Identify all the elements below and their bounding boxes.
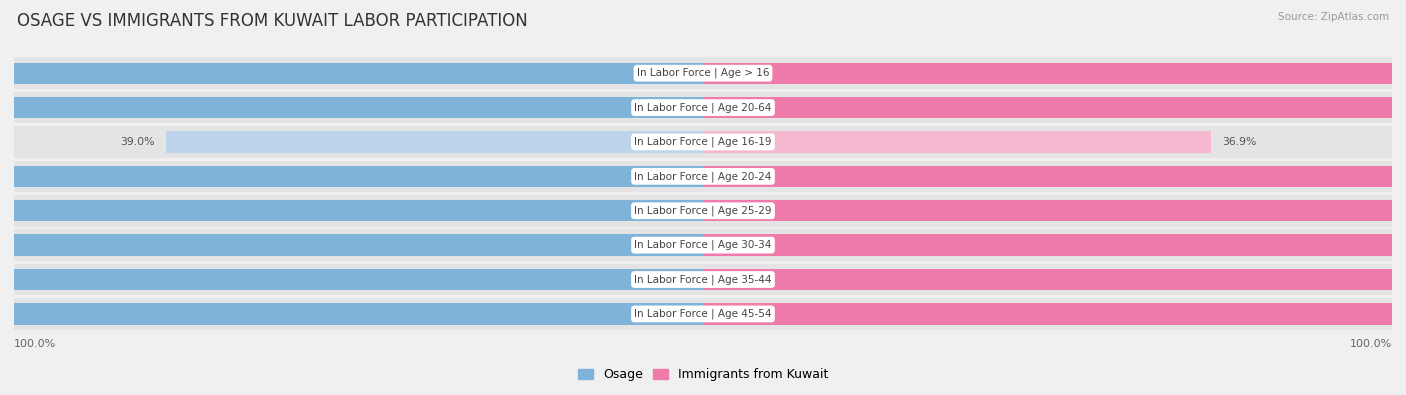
- Text: In Labor Force | Age 35-44: In Labor Force | Age 35-44: [634, 274, 772, 285]
- Bar: [14, 160, 1392, 192]
- Bar: [14, 298, 1392, 330]
- Bar: [703, 97, 1406, 118]
- Bar: [703, 269, 1406, 290]
- Text: In Labor Force | Age 30-34: In Labor Force | Age 30-34: [634, 240, 772, 250]
- Bar: [14, 264, 1392, 295]
- Bar: [0, 200, 703, 222]
- Text: In Labor Force | Age 25-29: In Labor Force | Age 25-29: [634, 205, 772, 216]
- Text: 100.0%: 100.0%: [1350, 339, 1392, 349]
- Bar: [14, 92, 1392, 123]
- Bar: [0, 166, 703, 187]
- Bar: [703, 303, 1406, 325]
- Text: Source: ZipAtlas.com: Source: ZipAtlas.com: [1278, 12, 1389, 22]
- Text: In Labor Force | Age 16-19: In Labor Force | Age 16-19: [634, 137, 772, 147]
- Text: 36.9%: 36.9%: [1222, 137, 1257, 147]
- Bar: [703, 166, 1406, 187]
- Bar: [703, 131, 1212, 152]
- Bar: [0, 269, 703, 290]
- Bar: [14, 126, 1392, 158]
- Text: 39.0%: 39.0%: [120, 137, 155, 147]
- Bar: [703, 62, 1406, 84]
- Bar: [0, 235, 703, 256]
- Text: In Labor Force | Age 45-54: In Labor Force | Age 45-54: [634, 308, 772, 319]
- Bar: [703, 200, 1406, 222]
- Legend: Osage, Immigrants from Kuwait: Osage, Immigrants from Kuwait: [572, 363, 834, 386]
- Text: OSAGE VS IMMIGRANTS FROM KUWAIT LABOR PARTICIPATION: OSAGE VS IMMIGRANTS FROM KUWAIT LABOR PA…: [17, 12, 527, 30]
- Bar: [0, 97, 703, 118]
- Bar: [0, 303, 703, 325]
- Bar: [14, 57, 1392, 89]
- Bar: [14, 195, 1392, 227]
- Text: 100.0%: 100.0%: [14, 339, 56, 349]
- Text: In Labor Force | Age > 16: In Labor Force | Age > 16: [637, 68, 769, 79]
- Bar: [0, 62, 703, 84]
- Bar: [166, 131, 703, 152]
- Bar: [703, 235, 1406, 256]
- Text: In Labor Force | Age 20-64: In Labor Force | Age 20-64: [634, 102, 772, 113]
- Bar: [14, 229, 1392, 261]
- Text: In Labor Force | Age 20-24: In Labor Force | Age 20-24: [634, 171, 772, 182]
